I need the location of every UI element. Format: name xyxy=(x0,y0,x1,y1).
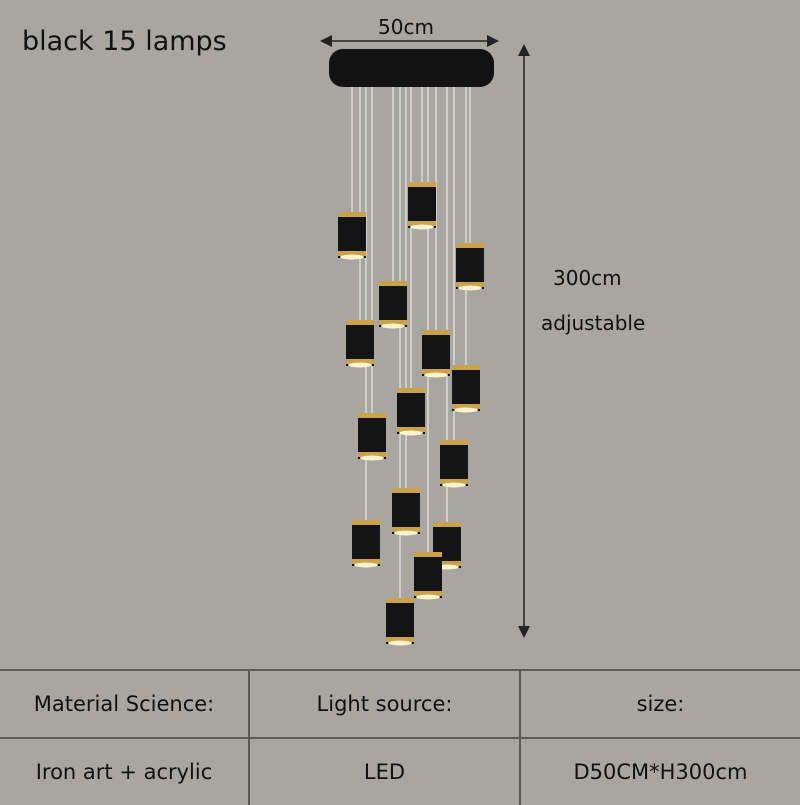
spec-header-row: Material Science: Light source: size: xyxy=(0,671,800,737)
chandelier-illustration xyxy=(320,35,530,646)
material-value: Iron art + acrylic xyxy=(0,739,250,805)
light-source-header: Light source: xyxy=(250,671,521,737)
pendant-lamp xyxy=(338,212,366,260)
spec-table: Material Science: Light source: size: Ir… xyxy=(0,669,800,805)
pendant-lamp xyxy=(452,365,480,413)
pendant-lamp xyxy=(379,281,407,329)
product-title: black 15 lamps xyxy=(22,26,227,57)
pendant-lamp xyxy=(408,182,436,230)
size-value: D50CM*H300cm xyxy=(573,760,748,784)
pendant-lamp xyxy=(440,440,468,488)
pendant-lamp xyxy=(346,320,374,368)
pendant-lamp xyxy=(397,388,425,436)
light-source-value: LED xyxy=(250,739,521,805)
pendant-lamp xyxy=(456,243,484,291)
size-header: size: xyxy=(636,692,685,716)
material-header: Material Science: xyxy=(0,671,250,737)
pendant-lamp xyxy=(358,413,386,461)
spec-value-row: Iron art + acrylic LED D50CM*H300cm xyxy=(0,737,800,805)
pendant-lamp xyxy=(392,488,420,536)
pendant-lamp xyxy=(414,552,442,600)
pendant-lamp xyxy=(386,598,414,646)
pendant-lamp xyxy=(422,330,450,378)
pendant-lamp xyxy=(352,520,380,568)
adjustable-label: adjustable xyxy=(541,311,646,335)
height-label: 300cm xyxy=(553,266,622,290)
ceiling-canopy xyxy=(329,49,494,87)
